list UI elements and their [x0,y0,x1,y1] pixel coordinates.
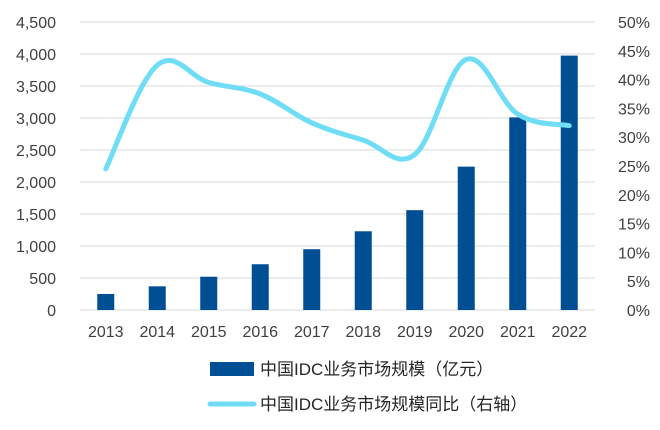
y-left-tick-label: 1,000 [16,239,56,256]
y-right-tick-label: 50% [618,15,650,32]
x-axis-ticks: 2013 2014 2015 2016 2017 2018 2019 2020 2021 2022 [88,324,587,341]
bar-2014 [149,286,166,310]
y-right-tick-label: 35% [618,101,650,118]
x-tick-label: 2013 [88,324,124,341]
x-tick-label: 2015 [191,324,227,341]
yoy-growth-line [106,59,570,169]
legend-line-label: 中国IDC业务市场规模同比（右轴） [260,395,527,414]
right-axis-ticks: 0% 5% 10% 15% 20% 25% 30% 35% 40% 45% 50% [618,15,650,320]
y-right-tick-label: 0% [627,303,650,320]
y-right-tick-label: 20% [618,188,650,205]
bar-2015 [200,277,217,310]
y-left-tick-label: 4,500 [16,15,56,32]
y-left-tick-label: 4,000 [16,47,56,64]
y-right-tick-label: 15% [618,217,650,234]
bar-2016 [252,264,269,310]
x-tick-label: 2019 [397,324,433,341]
x-tick-label: 2021 [500,324,536,341]
y-right-tick-label: 45% [618,44,650,61]
bar-2021 [509,117,526,310]
y-right-tick-label: 40% [618,73,650,90]
y-left-tick-label: 3,000 [16,111,56,128]
y-right-tick-label: 25% [618,159,650,176]
x-tick-label: 2022 [551,324,587,341]
bar-2018 [355,231,372,310]
x-tick-label: 2017 [294,324,330,341]
legend-bar-swatch [210,362,254,376]
legend-bar-label: 中国IDC业务市场规模（亿元） [260,360,493,379]
line-series [106,59,570,169]
y-right-tick-label: 30% [618,130,650,147]
y-left-tick-label: 1,500 [16,207,56,224]
y-right-tick-label: 10% [618,245,650,262]
x-tick-label: 2016 [242,324,278,341]
y-left-tick-label: 0 [47,303,56,320]
legend: 中国IDC业务市场规模（亿元） 中国IDC业务市场规模同比（右轴） [210,360,527,414]
y-left-tick-label: 2,000 [16,175,56,192]
bar-series [97,56,578,310]
y-right-tick-label: 5% [627,274,650,291]
x-tick-label: 2018 [345,324,381,341]
bar-2020 [458,167,475,310]
y-left-tick-label: 500 [29,271,56,288]
y-left-tick-label: 3,500 [16,79,56,96]
x-tick-label: 2020 [448,324,484,341]
x-tick-label: 2014 [139,324,175,341]
bar-2013 [97,294,114,310]
y-left-tick-label: 2,500 [16,143,56,160]
bar-2019 [406,210,423,310]
bar-2022 [561,56,578,310]
bar-2017 [303,249,320,310]
left-axis-ticks: 0 500 1,000 1,500 2,000 2,500 3,000 3,500 4,000 4… [16,15,56,320]
